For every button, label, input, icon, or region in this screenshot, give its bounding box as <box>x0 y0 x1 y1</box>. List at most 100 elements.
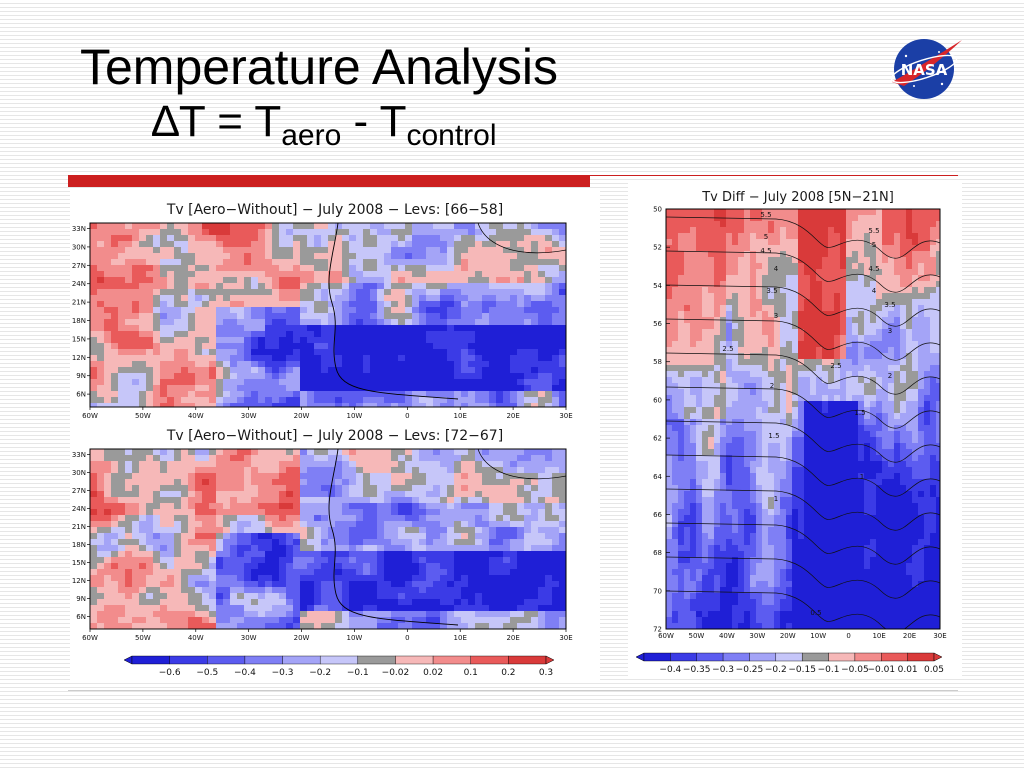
colorbar-label: −0.6 <box>159 668 181 678</box>
y-tick-label: 62 <box>653 435 662 443</box>
map2-axes: 60W 50W 40W 30W 20W 10W 0 10E 20E 30E 33N 30N 27N 24N… <box>72 448 573 642</box>
x-tick-label: 30W <box>241 634 257 642</box>
contour-label: 5 <box>872 241 876 249</box>
contour-label: 2 <box>770 382 774 390</box>
colorbar-label: 0.3 <box>539 668 553 678</box>
colorbar-label: −0.35 <box>683 665 711 675</box>
x-tick-label: 10W <box>810 632 826 640</box>
y-tick-label: 52 <box>653 244 662 252</box>
y-tick-label: 68 <box>653 549 662 557</box>
title-formula: ∆T = Taero - Tcontrol <box>152 96 558 162</box>
x-tick-label: 20E <box>506 634 519 642</box>
left-figure-svg: Tv [Aero−Without] − July 2008 − Levs: [6… <box>72 202 573 678</box>
y-tick-label: 9N <box>76 595 86 603</box>
map2-title: Tv [Aero−Without] − July 2008 − Levs: [7… <box>166 428 503 444</box>
x-tick-label: 30E <box>559 412 572 420</box>
y-tick-label: 50 <box>653 206 662 214</box>
colorbar-label: −0.2 <box>309 668 331 678</box>
contour-label: 3.5 <box>884 301 895 309</box>
x-tick-label: 40W <box>719 632 735 640</box>
y-tick-label: 56 <box>653 320 662 328</box>
x-tick-label: 20W <box>294 634 310 642</box>
y-tick-label: 18N <box>72 541 86 549</box>
y-tick-label: 27N <box>72 262 86 270</box>
x-tick-label: 10E <box>872 632 885 640</box>
cross-section-axes: 60W 50W 40W 30W 20W 10W 0 10E 20E 30E505254565860… <box>653 206 947 641</box>
contour-label: 2.5 <box>722 345 733 353</box>
left-colorbar: −0.6 −0.5 −0.4 −0.3 −0.2 −0.1 −0.02 0.02 0.1 0.2 0… <box>123 655 555 678</box>
x-tick-label: 60W <box>82 412 98 420</box>
right-figure-panel: Tv Diff − July 2008 [5N−21N] 60W 50W 40W 30… <box>628 183 962 677</box>
right-figure-svg: Tv Diff − July 2008 [5N−21N] 60W 50W 40W 30… <box>635 190 947 675</box>
x-tick-label: 60W <box>82 634 98 642</box>
y-tick-label: 30N <box>72 469 86 477</box>
x-tick-label: 50W <box>689 632 705 640</box>
cross-section-plot <box>666 209 940 629</box>
x-tick-label: 40W <box>188 412 204 420</box>
colorbar-label: −0.4 <box>234 668 256 678</box>
colorbar-label: −0.05 <box>841 665 869 675</box>
colorbar-label: 0.01 <box>898 665 918 675</box>
contour-label: 1 <box>774 495 778 503</box>
formula-sub-control: control <box>406 119 497 152</box>
contour-label: 2.5 <box>830 362 841 370</box>
slide-title: Temperature Analysis ∆T = Taero - Tcontr… <box>80 38 558 162</box>
colorbar-label: −0.02 <box>382 668 410 678</box>
colorbar-label: −0.01 <box>867 665 895 675</box>
colorbar-label: 0.02 <box>423 668 443 678</box>
right-colorbar: −0.4 −0.35 −0.3 −0.25 −0.2 −0.15 −0.1 −0.05−0.0… <box>635 652 944 675</box>
map1-plot <box>90 223 566 407</box>
y-tick-label: 24N <box>72 505 86 513</box>
colorbar-label: −0.25 <box>736 665 764 675</box>
title-main: Temperature Analysis <box>80 39 559 95</box>
header-rule-red <box>68 175 590 187</box>
x-tick-label: 10E <box>454 634 467 642</box>
y-tick-label: 70 <box>653 587 662 595</box>
contour-label: 5.5 <box>760 211 771 219</box>
contour-label: 0.5 <box>810 609 821 617</box>
y-tick-label: 12N <box>72 577 86 585</box>
y-tick-label: 12N <box>72 354 86 362</box>
y-tick-label: 58 <box>653 358 662 366</box>
contour-label: 3.5 <box>766 287 777 295</box>
y-tick-label: 21N <box>72 299 86 307</box>
y-tick-label: 33N <box>72 225 86 233</box>
map1-title: Tv [Aero−Without] − July 2008 − Levs: [6… <box>166 202 503 218</box>
contour-label: 3 <box>888 327 892 335</box>
colorbar-label: −0.5 <box>196 668 218 678</box>
contour-label: 1.5 <box>854 409 865 417</box>
contour-label: 1 <box>860 473 864 481</box>
y-tick-label: 66 <box>653 511 662 519</box>
x-tick-label: 30E <box>559 634 572 642</box>
colorbar-label: −0.15 <box>788 665 816 675</box>
x-tick-label: 30W <box>749 632 765 640</box>
formula-minus: - T <box>341 97 407 146</box>
y-tick-label: 6N <box>76 613 86 621</box>
y-tick-label: 30N <box>72 243 86 251</box>
map2-plot <box>90 449 566 629</box>
colorbar-label: 0.05 <box>924 665 944 675</box>
y-tick-label: 33N <box>72 451 86 459</box>
y-tick-label: 24N <box>72 280 86 288</box>
contour-label: 5.5 <box>868 227 879 235</box>
contour-label: 5 <box>764 233 768 241</box>
colorbar-label: −0.4 <box>659 665 681 675</box>
colorbar-label: −0.3 <box>712 665 734 675</box>
colorbar-label: −0.2 <box>765 665 787 675</box>
x-tick-label: 50W <box>135 412 151 420</box>
footer-rule <box>68 690 958 691</box>
colorbar-label: 0.1 <box>464 668 478 678</box>
colorbar-label: −0.1 <box>347 668 369 678</box>
x-tick-label: 10W <box>347 412 363 420</box>
y-tick-label: 54 <box>653 282 662 290</box>
y-tick-label: 60 <box>653 396 662 404</box>
formula-lhs: ∆T = T <box>152 97 282 146</box>
contour-labels: 5.5 5 4.5 4 3.5 3 2.5 2 1.5 1 0.5 5.5 5 4.5 4 3.5 3 2.5 2 1… <box>722 211 895 617</box>
x-tick-label: 20W <box>294 412 310 420</box>
x-tick-label: 10E <box>454 412 467 420</box>
y-tick-label: 6N <box>76 391 86 399</box>
x-tick-label: 10W <box>347 634 363 642</box>
x-tick-label: 50W <box>135 634 151 642</box>
y-tick-label: 15N <box>72 335 86 343</box>
left-figure-panel: Tv [Aero−Without] − July 2008 − Levs: [6… <box>70 190 600 680</box>
